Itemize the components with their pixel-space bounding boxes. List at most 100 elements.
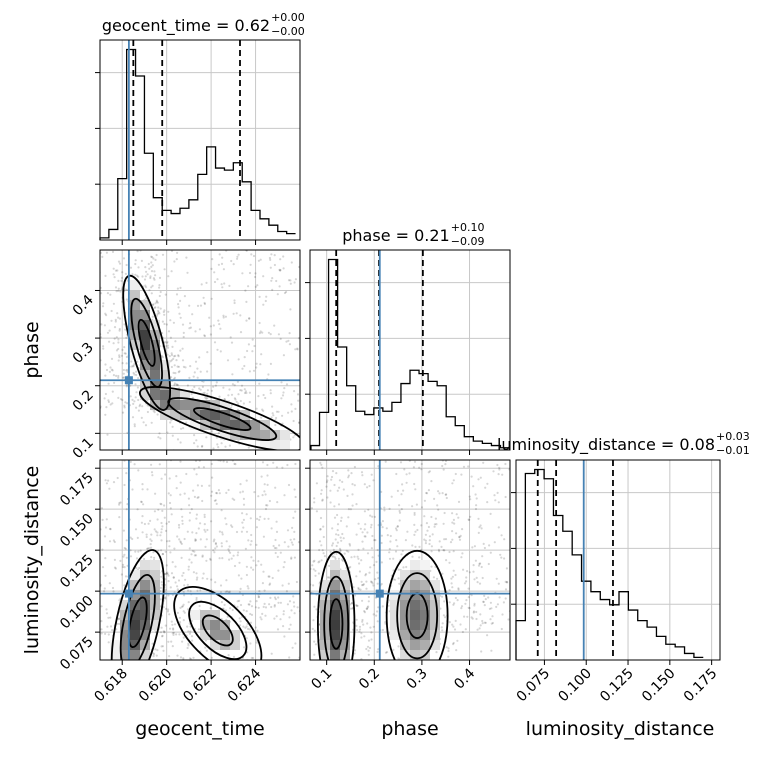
title-phase: phase = 0.21 +0.10−0.09 [342, 221, 484, 248]
sample-point [447, 647, 450, 650]
sample-point [108, 340, 111, 343]
sample-point [111, 369, 114, 372]
sample-point [190, 508, 193, 511]
sample-point [144, 284, 147, 287]
sample-point [116, 622, 119, 625]
sample-point [359, 527, 362, 530]
sample-point [188, 304, 191, 307]
sample-point [200, 445, 204, 448]
sample-point [250, 540, 253, 543]
sample-point [205, 436, 208, 439]
sample-point [161, 645, 164, 648]
sample-point [231, 525, 234, 529]
sample-point [332, 555, 335, 558]
sample-point [397, 577, 400, 580]
sample-point [304, 457, 306, 459]
sample-point [239, 331, 243, 334]
sample-point [239, 620, 242, 623]
sample-point [392, 648, 395, 651]
sample-point [377, 648, 380, 651]
sample-point [319, 700, 321, 702]
sample-point [331, 555, 334, 558]
sample-point [117, 347, 120, 351]
sample-point [95, 614, 97, 616]
sample-point [149, 276, 152, 280]
sample-point [195, 532, 198, 535]
sample-point [418, 556, 421, 559]
sample-point [104, 632, 107, 636]
sample-point [110, 309, 113, 313]
sample-point [356, 555, 359, 558]
sample-point [175, 383, 178, 386]
sample-point [241, 521, 244, 524]
sample-point [158, 286, 161, 289]
sample-point [237, 358, 240, 361]
sample-point [239, 487, 241, 489]
sample-point [438, 492, 441, 495]
sample-point [179, 349, 182, 352]
sample-point [479, 524, 482, 527]
sample-point [163, 631, 166, 634]
sample-point [452, 625, 455, 628]
density-cell [140, 580, 150, 590]
sample-point [367, 649, 370, 652]
sample-point [169, 336, 172, 339]
sample-point [204, 396, 207, 399]
sample-point [440, 545, 443, 549]
sample-point [283, 561, 286, 564]
sample-point [287, 339, 290, 342]
sample-point [362, 583, 365, 587]
sample-point [143, 522, 146, 526]
sample-point [430, 565, 433, 568]
sample-point [182, 335, 185, 339]
sample-point [193, 442, 196, 445]
sample-point [420, 462, 423, 466]
sample-point [320, 661, 322, 663]
sample-point [427, 489, 430, 492]
sample-point [139, 403, 142, 406]
sample-point [234, 463, 237, 466]
sample-point [212, 385, 215, 388]
sample-point [217, 319, 220, 322]
sample-point [464, 628, 467, 631]
sample-point [232, 554, 235, 557]
sample-point [291, 526, 294, 530]
sample-point [412, 668, 414, 670]
sample-point [320, 489, 323, 492]
sample-point [343, 552, 346, 555]
sample-point [136, 508, 139, 511]
sample-point [220, 601, 223, 604]
sample-point [217, 432, 220, 435]
density-cell [150, 560, 160, 570]
sample-point [125, 385, 128, 388]
sample-point [125, 362, 128, 365]
sample-point [317, 572, 320, 575]
sample-point [176, 611, 179, 615]
sample-point [376, 650, 379, 654]
sample-point [158, 284, 161, 287]
sample-point [242, 518, 245, 522]
sample-point [478, 562, 481, 565]
sample-point [278, 268, 281, 271]
sample-point [213, 538, 216, 541]
sample-point [397, 568, 400, 571]
sample-point [348, 544, 352, 547]
sample-point [383, 509, 386, 512]
sample-point [346, 668, 348, 670]
sample-point [118, 501, 121, 505]
sample-point [474, 720, 476, 722]
sample-point [107, 479, 110, 482]
sample-point [119, 501, 122, 504]
sample-point [430, 480, 433, 483]
sample-point [444, 493, 447, 496]
sample-point [161, 700, 163, 702]
sample-point [191, 639, 194, 642]
sample-point [267, 331, 270, 334]
contour-line [201, 614, 234, 647]
sample-point [118, 262, 122, 265]
density-cell [400, 620, 410, 630]
sample-point [261, 331, 264, 334]
sample-point [331, 681, 333, 683]
sample-point [448, 589, 451, 592]
sample-point [258, 518, 261, 522]
